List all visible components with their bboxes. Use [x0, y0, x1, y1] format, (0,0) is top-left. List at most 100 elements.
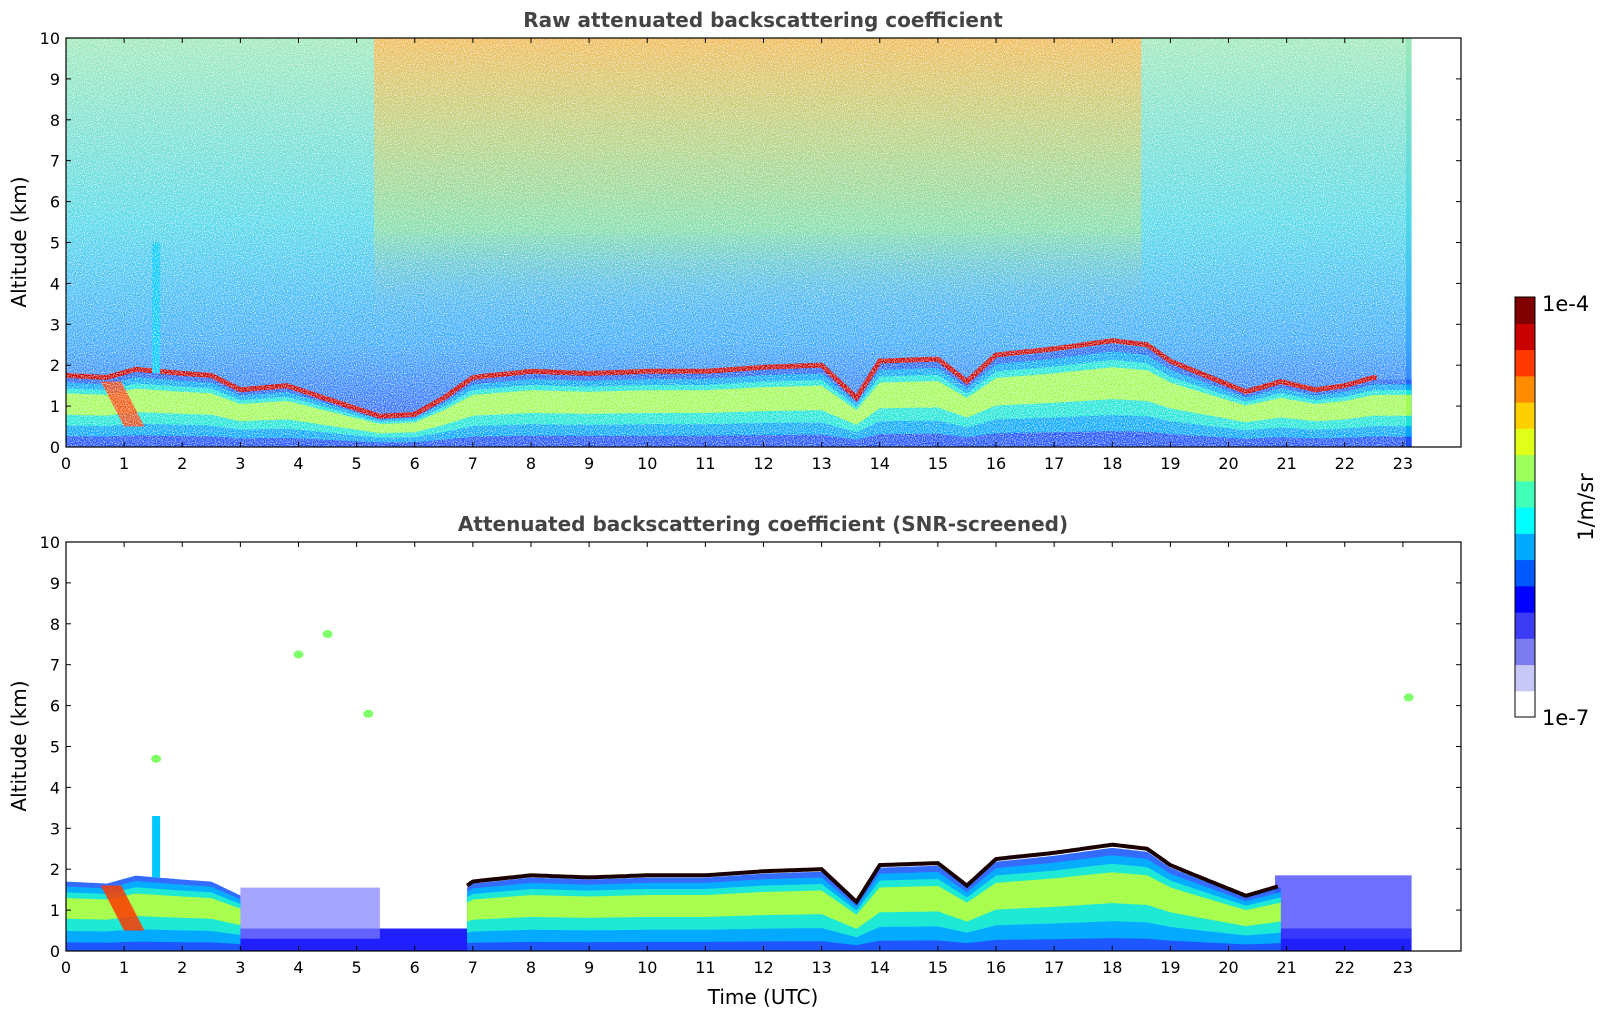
y-tick-label: 10 [40, 29, 60, 48]
y-tick-label: 8 [50, 111, 60, 130]
x-tick-label: 12 [753, 958, 773, 977]
x-tick-label: 7 [468, 454, 478, 473]
y-tick-label: 8 [50, 615, 60, 634]
y-tick-label: 2 [50, 860, 60, 879]
cloud-top-return [465, 842, 1279, 906]
x-tick-label: 6 [410, 958, 420, 977]
x-tick-label: 19 [1160, 454, 1180, 473]
y-tick-label: 5 [50, 738, 60, 757]
chart-title: Attenuated backscattering coefficient (S… [458, 512, 1068, 536]
y-tick-label: 2 [50, 356, 60, 375]
colorbar-unit-label: 1/m/sr [1574, 473, 1598, 541]
x-tick-label: 1 [119, 958, 129, 977]
colorbar-swatch [1515, 454, 1535, 482]
x-tick-label: 11 [695, 454, 715, 473]
isolated-aerosol-feature [293, 650, 304, 659]
x-tick-label: 12 [753, 454, 773, 473]
y-tick-label: 3 [50, 819, 60, 838]
x-tick-label: 2 [177, 958, 187, 977]
y-tick-label: 10 [40, 533, 60, 552]
x-tick-label: 23 [1393, 454, 1413, 473]
x-tick-label: 14 [870, 958, 890, 977]
colorbar-swatch [1515, 428, 1535, 456]
isolated-aerosol-feature [363, 709, 374, 718]
x-tick-label: 19 [1160, 958, 1180, 977]
x-tick-label: 0 [61, 958, 71, 977]
x-tick-label: 20 [1218, 454, 1238, 473]
x-tick-label: 15 [928, 454, 948, 473]
residual-layer [240, 887, 380, 939]
y-tick-label: 6 [50, 697, 60, 716]
chart-title: Raw attenuated backscattering coefficien… [523, 8, 1003, 32]
x-tick-label: 9 [584, 454, 594, 473]
aerosol-layer-band [467, 872, 1281, 929]
raw-backscatter-panel: Raw attenuated backscattering coefficien… [7, 8, 1462, 473]
x-tick-label: 13 [811, 958, 831, 977]
colorbar-swatch [1515, 690, 1535, 718]
elevated-plume [152, 816, 161, 878]
colorbar-swatch [1515, 612, 1535, 639]
y-tick-label: 9 [50, 574, 60, 593]
x-tick-label: 21 [1276, 454, 1296, 473]
x-tick-label: 22 [1335, 454, 1355, 473]
isolated-aerosol-feature [151, 754, 162, 763]
y-tick-label: 6 [50, 193, 60, 212]
y-tick-label: 1 [50, 901, 60, 920]
isolated-aerosol-feature [1403, 693, 1414, 702]
x-tick-label: 11 [695, 958, 715, 977]
y-tick-label: 7 [50, 152, 60, 171]
residual-layer [1275, 875, 1412, 939]
y-tick-label: 5 [50, 234, 60, 253]
x-tick-label: 21 [1276, 958, 1296, 977]
colorbar-swatch [1515, 638, 1535, 666]
x-tick-label: 8 [526, 454, 536, 473]
y-tick-label: 7 [50, 656, 60, 675]
x-tick-label: 13 [811, 454, 831, 473]
x-tick-label: 18 [1102, 958, 1122, 977]
colorbar-swatch [1515, 507, 1535, 534]
x-tick-label: 18 [1102, 454, 1122, 473]
x-tick-label: 5 [352, 958, 362, 977]
colorbar-swatch [1515, 297, 1535, 324]
colorbar-swatch [1515, 323, 1535, 351]
x-tick-label: 10 [637, 958, 657, 977]
colorbar: 1e-4 1e-7 1/m/sr [1514, 292, 1598, 730]
colorbar-swatch [1515, 375, 1535, 403]
x-tick-label: 7 [468, 958, 478, 977]
x-tick-label: 1 [119, 454, 129, 473]
y-axis-label: Altitude (km) [7, 680, 31, 811]
colorbar-swatch [1515, 585, 1535, 613]
colorbar-swatch [1515, 533, 1535, 561]
x-tick-label: 3 [235, 958, 245, 977]
x-tick-label: 23 [1393, 958, 1413, 977]
y-tick-label: 4 [50, 778, 60, 797]
x-tick-label: 8 [526, 958, 536, 977]
colorbar-max-label: 1e-4 [1542, 292, 1589, 316]
dense-aerosol-plume [100, 885, 145, 931]
x-tick-label: 22 [1335, 958, 1355, 977]
isolated-aerosol-feature [322, 630, 333, 639]
snr-screened-panel: Attenuated backscattering coefficient (S… [7, 512, 1462, 1009]
x-tick-label: 16 [986, 454, 1006, 473]
x-tick-label: 9 [584, 958, 594, 977]
colorbar-min-label: 1e-7 [1542, 706, 1589, 730]
y-tick-label: 0 [50, 942, 60, 961]
x-tick-label: 20 [1218, 958, 1238, 977]
x-axis-label: Time (UTC) [707, 985, 819, 1009]
colorbar-swatch [1515, 349, 1535, 377]
y-tick-label: 3 [50, 315, 60, 334]
x-tick-label: 17 [1044, 958, 1064, 977]
colorbar-swatch [1515, 480, 1535, 508]
colorbar-swatch [1515, 664, 1535, 692]
raw-heatmap [66, 38, 1461, 447]
x-tick-label: 15 [928, 958, 948, 977]
y-tick-label: 9 [50, 70, 60, 89]
x-tick-label: 5 [352, 454, 362, 473]
y-axis-label: Altitude (km) [7, 176, 31, 307]
x-tick-label: 10 [637, 454, 657, 473]
screened-heatmap [66, 542, 1461, 951]
colorbar-swatch [1515, 402, 1535, 429]
x-tick-label: 3 [235, 454, 245, 473]
y-tick-label: 0 [50, 438, 60, 457]
